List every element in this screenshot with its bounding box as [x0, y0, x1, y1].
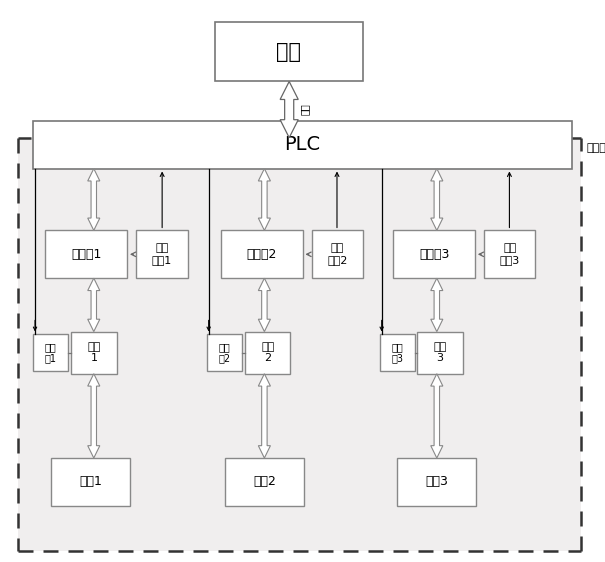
Text: 通信: 通信 — [300, 104, 310, 115]
Polygon shape — [280, 81, 298, 138]
Text: 驱动器3: 驱动器3 — [419, 248, 450, 261]
Text: 驱动器1: 驱动器1 — [71, 248, 102, 261]
Polygon shape — [88, 169, 100, 230]
Polygon shape — [258, 169, 270, 230]
Text: 备用
电源3: 备用 电源3 — [500, 243, 520, 265]
Bar — [136, 230, 188, 278]
Bar — [18, 138, 581, 551]
Bar — [397, 458, 476, 506]
Polygon shape — [258, 374, 270, 458]
Text: 电机
3: 电机 3 — [434, 342, 446, 364]
Text: 电机
2: 电机 2 — [261, 342, 274, 364]
Bar — [484, 230, 535, 278]
Polygon shape — [88, 278, 100, 332]
Bar — [225, 458, 304, 506]
Text: 桨叶3: 桨叶3 — [425, 475, 448, 488]
Bar — [245, 332, 290, 374]
Bar — [71, 332, 117, 374]
Text: 备用
电源1: 备用 电源1 — [152, 243, 172, 265]
Text: PLC: PLC — [284, 135, 321, 154]
Polygon shape — [431, 278, 443, 332]
Polygon shape — [431, 169, 443, 230]
Bar — [312, 230, 363, 278]
Text: 主控: 主控 — [276, 42, 301, 62]
Text: 编码
器3: 编码 器3 — [391, 342, 404, 364]
Bar — [417, 332, 463, 374]
Text: 桨叶1: 桨叶1 — [79, 475, 102, 488]
Text: 编码
器1: 编码 器1 — [45, 342, 57, 364]
Bar — [215, 22, 363, 81]
Bar — [221, 230, 302, 278]
Polygon shape — [88, 374, 100, 458]
Polygon shape — [258, 278, 270, 332]
Bar — [51, 458, 130, 506]
Text: 备用
电源2: 备用 电源2 — [327, 243, 347, 265]
Bar — [393, 230, 475, 278]
Polygon shape — [431, 374, 443, 458]
Text: 变桨距系统: 变桨距系统 — [587, 143, 605, 153]
Bar — [45, 230, 127, 278]
Bar — [33, 121, 572, 169]
Text: 驱动器2: 驱动器2 — [246, 248, 277, 261]
Bar — [33, 334, 68, 371]
Text: 编码
器2: 编码 器2 — [218, 342, 231, 364]
Bar — [207, 334, 242, 371]
Text: 电机
1: 电机 1 — [88, 342, 100, 364]
Text: 桨叶2: 桨叶2 — [253, 475, 276, 488]
Bar — [380, 334, 415, 371]
